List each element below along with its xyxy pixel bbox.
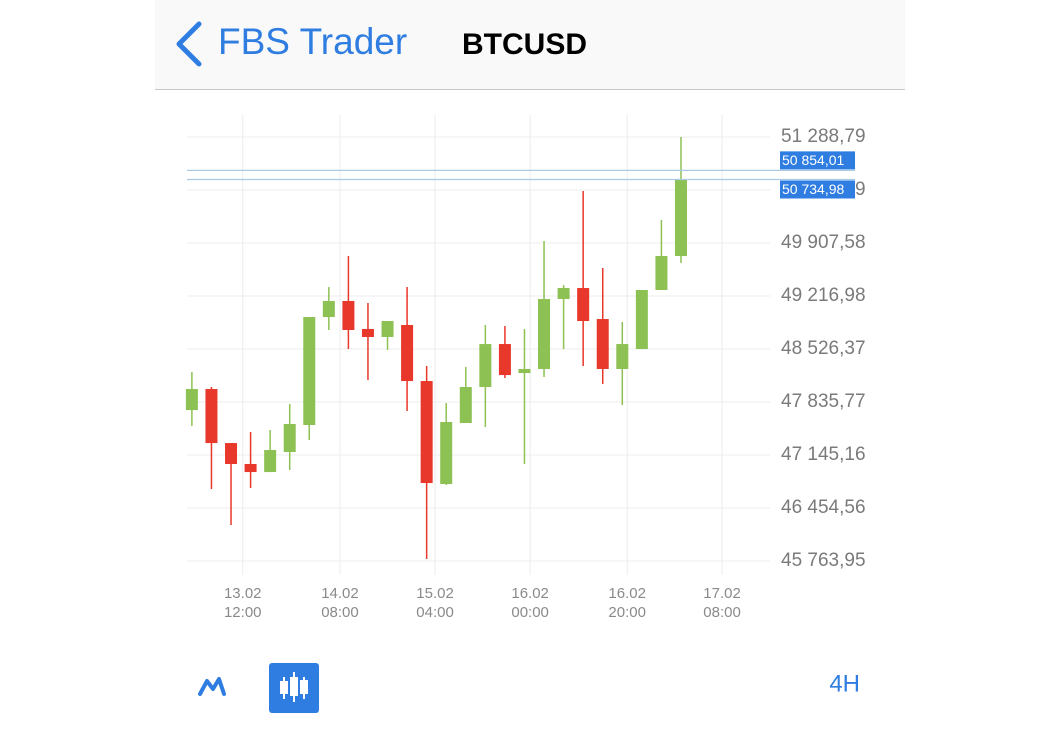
candle-body — [616, 344, 629, 369]
timeframe-button[interactable]: 4H — [829, 670, 860, 697]
price-label-box — [780, 151, 855, 170]
candle-body — [283, 424, 296, 453]
y-tick-label: 49 907,58 — [781, 232, 866, 253]
candle-body — [225, 443, 238, 464]
candle-body — [303, 317, 316, 426]
chart: 45 763,95 46 454,56 47 145,16 47 835,77 48 5… — [185, 115, 866, 575]
candle-body — [401, 325, 414, 382]
y-tick-label: 47 835,77 — [781, 391, 866, 412]
price-label-box — [780, 180, 855, 199]
y-tick-label: 47 145,16 — [781, 444, 866, 465]
price-label: 50 854,01 — [782, 152, 844, 168]
candle-body — [518, 368, 531, 374]
x-tick-label: 16.02 00:00 — [511, 585, 549, 621]
y-tick-label: 51 288,79 — [781, 126, 866, 147]
candle-body — [185, 389, 198, 411]
candle-icon — [280, 672, 308, 702]
y-tick-label: 49 216,98 — [781, 285, 866, 306]
x-tick-label: 14.02 08:00 — [321, 585, 359, 621]
candle-body — [655, 256, 668, 291]
candle-body — [264, 450, 277, 473]
x-tick-label: 15.02 04:00 — [416, 585, 454, 621]
x-tick-label: 17.02 08:00 — [703, 585, 741, 621]
candle-body — [459, 387, 472, 424]
candle-body — [420, 381, 433, 484]
y-tick-label: 46 454,56 — [781, 497, 866, 518]
header-bar — [155, 0, 905, 89]
candle-body — [635, 290, 648, 350]
candle-body — [557, 288, 570, 299]
candle-body — [244, 463, 257, 473]
x-tick-label: 13.02 12:00 — [223, 585, 262, 621]
candle-body — [381, 321, 394, 337]
candle-body — [361, 328, 374, 337]
candle-body — [205, 389, 218, 444]
candle-body — [479, 344, 492, 388]
price-label: 50 734,98 — [782, 181, 844, 197]
back-label[interactable]: FBS Trader — [218, 21, 407, 62]
line-chart-button[interactable] — [198, 677, 226, 696]
symbol-title: BTCUSD — [462, 28, 587, 61]
candle-body — [674, 178, 687, 257]
x-tick-label: 16.02 20:00 — [608, 585, 646, 621]
candle-body — [577, 288, 590, 322]
y-tick-label: 45 763,95 — [781, 550, 866, 571]
candle-body — [538, 298, 551, 369]
candle-body — [440, 422, 453, 485]
candle-body — [596, 319, 609, 369]
candle-body — [322, 300, 335, 318]
y-tick-label: 48 526,37 — [781, 338, 866, 359]
candle-body — [342, 300, 355, 330]
candle-body — [498, 344, 511, 376]
back-chevron[interactable] — [176, 21, 202, 67]
